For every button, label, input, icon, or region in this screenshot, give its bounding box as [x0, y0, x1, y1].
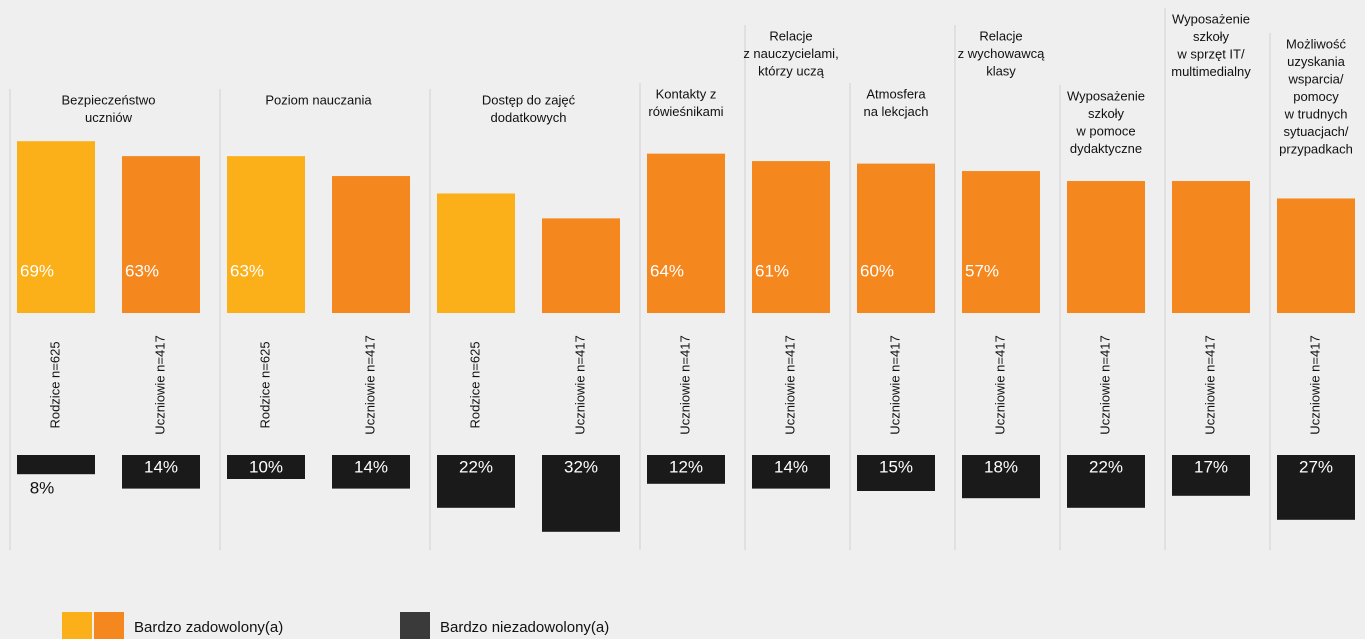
dissatisfied-bar: [227, 455, 305, 479]
dissatisfied-bar: [1172, 455, 1250, 496]
dissatisfied-label: 22%: [459, 457, 493, 476]
dissatisfied-label: 17%: [1194, 457, 1228, 476]
dissatisfied-bar: [752, 455, 830, 489]
group-title: Kontakty z: [656, 86, 717, 101]
legend-swatch: [62, 612, 92, 639]
dissatisfied-bar: [647, 455, 725, 484]
dissatisfied-bar: [542, 455, 620, 532]
respondent-label: Uczniowie n=417: [1097, 335, 1112, 434]
dissatisfied-bar: [332, 455, 410, 489]
legend-label: Bardzo zadowolony(a): [134, 619, 283, 636]
dissatisfied-label: 15%: [879, 457, 913, 476]
respondent-label: Rodzice n=625: [47, 341, 62, 428]
satisfied-label: 63%: [125, 261, 159, 280]
respondent-label: Uczniowie n=417: [677, 335, 692, 434]
respondent-label: Uczniowie n=417: [1202, 335, 1217, 434]
dissatisfied-bar: [962, 455, 1040, 499]
dissatisfied-label: 12%: [669, 457, 703, 476]
legend-swatch: [94, 612, 124, 639]
group-title: Atmosfera: [866, 86, 926, 101]
legend-swatch: [400, 612, 430, 639]
dissatisfied-bar: [857, 455, 935, 491]
satisfied-label: 60%: [860, 261, 894, 280]
group-title: uczniów: [85, 110, 133, 125]
satisfied-bar: [17, 141, 95, 313]
dissatisfied-label: 22%: [1089, 457, 1123, 476]
group-title: rówieśnikami: [648, 104, 723, 119]
group-title: dodatkowych: [491, 110, 567, 125]
respondent-label: Uczniowie n=417: [782, 335, 797, 434]
respondent-label: Uczniowie n=417: [362, 335, 377, 434]
satisfied-bar: [227, 156, 305, 313]
group-title: szkoły: [1088, 106, 1125, 121]
satisfied-bar: [962, 171, 1040, 313]
group-title: Relacje: [979, 28, 1022, 43]
group-title: z wychowawcą: [958, 46, 1045, 61]
group-title: klasy: [986, 63, 1016, 78]
respondent-label: Uczniowie n=417: [1307, 335, 1322, 434]
respondent-label: Uczniowie n=417: [887, 335, 902, 434]
group-title: uzyskania: [1287, 54, 1346, 69]
dissatisfied-bar: [437, 455, 515, 508]
legend-label: Bardzo niezadowolony(a): [440, 619, 609, 636]
group-title: Wyposażenie: [1067, 88, 1145, 103]
group-title: Poziom nauczania: [265, 92, 372, 107]
group-title: sytuacjach/: [1283, 124, 1348, 139]
dissatisfied-label: 10%: [249, 457, 283, 476]
dissatisfied-label: 8%: [30, 479, 55, 498]
respondent-label: Rodzice n=625: [467, 341, 482, 428]
dissatisfied-bar: [1067, 455, 1145, 508]
dissatisfied-bar: [17, 455, 95, 475]
satisfied-bar: [542, 218, 620, 313]
respondent-label: Rodzice n=625: [257, 341, 272, 428]
dissatisfied-label: 32%: [564, 457, 598, 476]
satisfied-bar: [1172, 181, 1250, 313]
group-title: Bezpieczeństwo: [62, 92, 156, 107]
satisfied-label: 63%: [230, 261, 264, 280]
group-title: z nauczycielami,: [743, 46, 838, 61]
respondent-label: Uczniowie n=417: [572, 335, 587, 434]
dissatisfied-label: 27%: [1299, 457, 1333, 476]
group-title: w sprzęt IT/: [1176, 46, 1245, 61]
respondent-label: Uczniowie n=417: [152, 335, 167, 434]
satisfied-bar: [857, 163, 935, 313]
dissatisfied-label: 14%: [354, 457, 388, 476]
dissatisfied-label: 14%: [144, 457, 178, 476]
group-title: Możliwość: [1286, 36, 1346, 51]
group-title: dydaktyczne: [1070, 141, 1142, 156]
group-title: w trudnych: [1284, 106, 1348, 121]
satisfied-bar: [1067, 181, 1145, 313]
group-title: którzy uczą: [758, 63, 825, 78]
satisfied-bar: [437, 193, 515, 313]
satisfied-bar: [647, 153, 725, 313]
group-title: na lekcjach: [863, 104, 928, 119]
group-title: Relacje: [769, 28, 812, 43]
satisfied-label: 64%: [650, 261, 684, 280]
group-title: Wyposażenie: [1172, 11, 1250, 26]
dissatisfied-bar: [1277, 455, 1355, 520]
dissatisfied-label: 14%: [774, 457, 808, 476]
satisfied-bar: [332, 176, 410, 313]
group-title: szkoły: [1193, 29, 1230, 44]
group-title: w pomoce: [1075, 123, 1135, 138]
dissatisfied-bar: [122, 455, 200, 489]
group-title: Dostęp do zajęć: [482, 92, 576, 107]
group-title: przypadkach: [1279, 141, 1353, 156]
dissatisfied-label: 18%: [984, 457, 1018, 476]
satisfied-label: 61%: [755, 261, 789, 280]
satisfied-bar: [122, 156, 200, 313]
satisfied-bar: [752, 161, 830, 313]
satisfied-label: 69%: [20, 261, 54, 280]
group-title: multimedialny: [1171, 64, 1251, 79]
group-title: pomocy: [1293, 89, 1339, 104]
respondent-label: Uczniowie n=417: [992, 335, 1007, 434]
group-title: wsparcia/: [1288, 71, 1344, 86]
satisfied-bar: [1277, 198, 1355, 313]
satisfied-label: 57%: [965, 261, 999, 280]
